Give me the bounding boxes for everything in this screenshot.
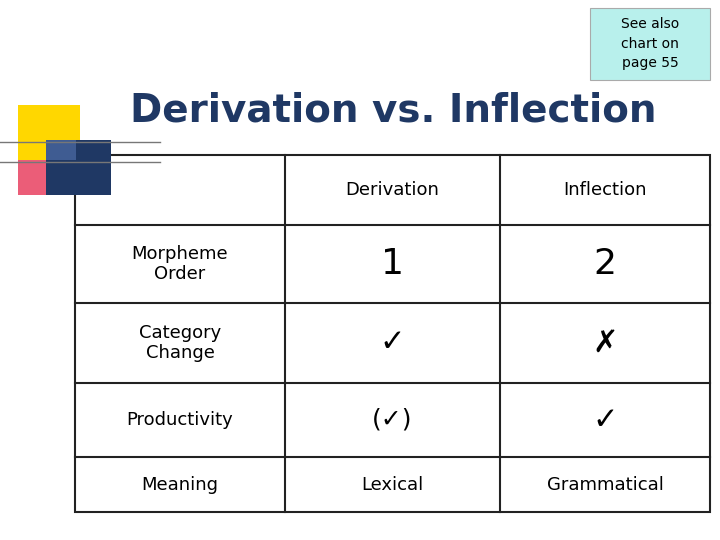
Text: ✓: ✓ (593, 406, 618, 435)
Text: See also
chart on
page 55: See also chart on page 55 (621, 17, 679, 71)
Text: 2: 2 (593, 247, 616, 281)
Bar (18, 150, 66, 195)
Text: Derivation vs. Inflection: Derivation vs. Inflection (130, 92, 657, 130)
Bar (46, 140, 76, 160)
Text: Derivation: Derivation (346, 181, 439, 199)
Text: ✓: ✓ (379, 328, 405, 357)
Text: Grammatical: Grammatical (546, 476, 663, 494)
Bar (46, 140, 111, 195)
Text: Productivity: Productivity (127, 411, 233, 429)
Text: 1: 1 (381, 247, 404, 281)
Text: ✗: ✗ (593, 328, 618, 357)
Bar (590, 8, 710, 80)
Text: Meaning: Meaning (142, 476, 218, 494)
Bar (18, 105, 80, 160)
Text: Lexical: Lexical (361, 476, 423, 494)
Bar (75, 155, 710, 512)
Text: Inflection: Inflection (563, 181, 647, 199)
Text: (✓): (✓) (372, 408, 413, 432)
Text: Category
Change: Category Change (139, 323, 221, 362)
Text: Morpheme
Order: Morpheme Order (132, 245, 228, 284)
